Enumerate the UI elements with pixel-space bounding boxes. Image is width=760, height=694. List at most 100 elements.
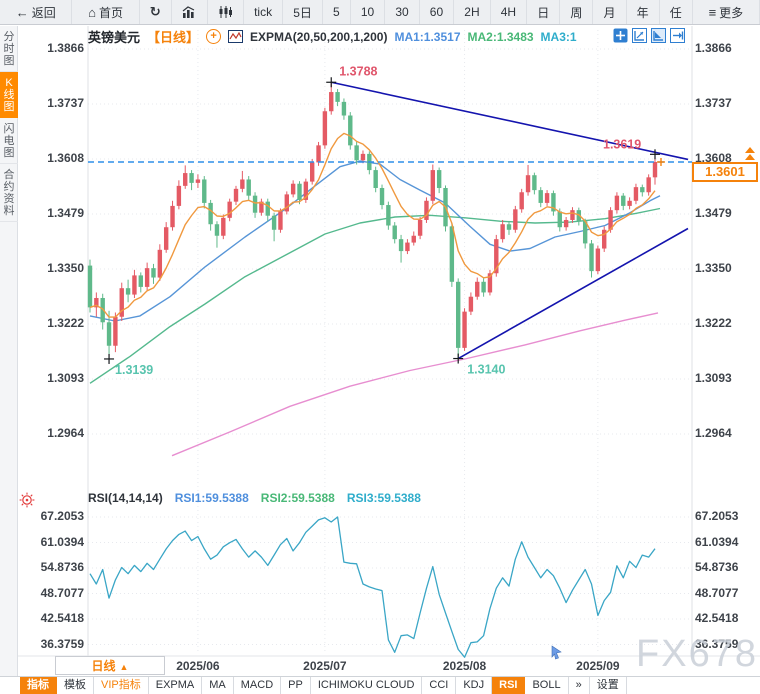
rsi-axis-label-right: 67.2053 <box>695 509 739 523</box>
toolbar-item-bar-chart[interactable] <box>172 0 208 24</box>
bottom-tab-MA[interactable]: MA <box>202 677 234 694</box>
bottom-tab-BOLL[interactable]: BOLL <box>525 677 569 694</box>
toolbar-item-year[interactable]: 年 <box>627 0 660 24</box>
toolbar-item-60[interactable]: 60 <box>420 0 455 24</box>
toolbar-item-month[interactable]: 月 <box>593 0 627 24</box>
rsi3-value: RSI3:59.5388 <box>346 491 421 505</box>
ma2-value: MA2:1.3483 <box>467 29 534 44</box>
price-axis-label-left: 1.3222 <box>47 316 84 330</box>
indicator-settings-icon[interactable] <box>19 492 35 508</box>
bottom-tab-RSI[interactable]: RSI <box>492 677 526 694</box>
price-annotation: 1.3139 <box>115 363 153 377</box>
price-axis-label-left: 1.3350 <box>47 261 84 275</box>
x-axis-scale-icon[interactable] <box>651 28 666 43</box>
indicator-tab-bar: 指标 模板 VIP指标 EXPMA MA MACD PP ICHIMOKU CLOUD CCI K… <box>0 676 760 694</box>
bottom-tab-EXPMA[interactable]: EXPMA <box>149 677 203 694</box>
rsi-axis-label-left: 42.5418 <box>40 611 84 625</box>
toolbar-item-label: 月 <box>603 5 616 20</box>
current-price-badge: 1.3601 <box>692 162 758 182</box>
refresh-icon: ↻ <box>149 4 161 19</box>
price-axis-label-right: 1.3093 <box>695 371 732 385</box>
price-axis-label-left: 1.3608 <box>47 151 84 165</box>
bottom-tab-»[interactable]: » <box>569 677 590 694</box>
crosshair-icon[interactable] <box>613 28 628 43</box>
symbol-name: 英镑美元 <box>88 30 141 45</box>
toolbar-item-5[interactable]: 5 <box>323 0 351 24</box>
bottom-tab-ICHIMOKU CLOUD[interactable]: ICHIMOKU CLOUD <box>311 677 423 694</box>
x-axis-month-label: 2025/08 <box>442 659 487 673</box>
indicator-params: EXPMA(20,50,200,1,200) <box>250 29 388 44</box>
rsi-axis-label-left: 36.3759 <box>40 636 84 651</box>
rsi-axis-label-left: 54.8736 <box>40 560 84 574</box>
chart-tool-icons <box>613 28 685 43</box>
toolbar-item-custom[interactable]: 任 <box>660 0 693 24</box>
y-axis-scale-icon[interactable] <box>632 28 647 43</box>
price-up-arrow-icon <box>745 147 755 161</box>
add-indicator-icon[interactable]: + <box>206 29 222 44</box>
toolbar-item-label: 2H <box>464 5 480 19</box>
jump-to-latest-icon[interactable] <box>670 28 685 43</box>
bottom-tab-KDJ[interactable]: KDJ <box>456 677 493 694</box>
price-axis-label-left: 1.3479 <box>47 206 84 220</box>
price-axis-label-right: 1.3350 <box>695 261 732 275</box>
back-arrow-icon: ← <box>15 4 29 20</box>
price-axis-label-right: 1.3479 <box>695 206 732 220</box>
toolbar-item-4h[interactable]: 4H <box>491 0 528 24</box>
toolbar-item-2h[interactable]: 2H <box>454 0 491 24</box>
toolbar-item-5d[interactable]: 5日 <box>283 0 323 24</box>
x-axis-month-label: 2025/09 <box>576 659 620 673</box>
toolbar-item-home[interactable]: ⌂ 首页 <box>72 0 140 24</box>
toolbar-item-tick[interactable]: tick <box>244 0 284 24</box>
bottom-tab-VIP指标[interactable]: VIP指标 <box>94 677 149 694</box>
toolbar-item-30[interactable]: 30 <box>385 0 420 24</box>
price-axis-label-left: 1.3737 <box>47 96 84 110</box>
period-dropdown-button[interactable]: 日线 ▲ <box>55 656 165 675</box>
bottom-tab-MACD[interactable]: MACD <box>234 677 282 694</box>
toolbar-item-10[interactable]: 10 <box>351 0 386 24</box>
period-dropdown-label: 日线 <box>91 659 116 673</box>
price-annotation: 1.3140 <box>467 363 505 377</box>
sidebar-tab-合约资料[interactable]: 合约资料 <box>0 164 18 222</box>
price-axis-label-right: 1.3608 <box>695 151 732 165</box>
toolbar-item-refresh[interactable]: ↻ <box>140 0 172 24</box>
rsi-axis-label-right: 42.5418 <box>695 611 739 625</box>
rsi-header: RSI(14,14,14) RSI1:59.5388 RSI2:59.5388 … <box>88 491 421 505</box>
toolbar-item-label: 年 <box>636 5 649 20</box>
price-axis-label-left: 1.2964 <box>47 426 84 440</box>
bottom-tab-指标[interactable]: 指标 <box>20 677 57 694</box>
menu-icon: ≡ <box>708 4 717 20</box>
toolbar-item-back[interactable]: ← 返回 <box>0 0 73 24</box>
toolbar-item-label: 60 <box>429 5 444 19</box>
toolbar-item-more[interactable]: ≡ 更多 <box>693 0 760 24</box>
bottom-tab-模板[interactable]: 模板 <box>57 677 94 694</box>
home-icon: ⌂ <box>88 4 96 20</box>
toolbar-item-label: 日 <box>537 5 550 20</box>
rsi-axis-label-left: 61.0394 <box>40 534 84 549</box>
ma3-value: MA3:1 <box>540 29 577 44</box>
toolbar-item-label: 任 <box>669 5 682 20</box>
bottom-tab-PP[interactable]: PP <box>281 677 311 694</box>
toolbar-item-day[interactable]: 日 <box>527 0 561 24</box>
price-axis-label-right: 1.3866 <box>695 41 732 55</box>
bottom-tab-设置[interactable]: 设置 <box>590 677 627 694</box>
bottom-tab-CCI[interactable]: CCI <box>422 677 457 694</box>
toolbar-item-label: 30 <box>395 5 409 19</box>
indicator-icon <box>228 30 244 43</box>
toolbar-item-label: 更多 <box>719 5 744 20</box>
x-axis-month-label: 2025/06 <box>176 659 220 673</box>
sidebar-tab-闪电图[interactable]: 闪电图 <box>0 118 18 164</box>
watermark: FX678 <box>636 633 758 675</box>
toolbar-item-week[interactable]: 周 <box>560 0 594 24</box>
mouse-cursor <box>551 645 562 660</box>
rsi-axis-label-left: 67.2053 <box>40 509 84 523</box>
sidebar-tab-分时图[interactable]: 分时图 <box>0 26 18 72</box>
candlestick-icon <box>219 6 232 18</box>
toolbar-item-label: 首页 <box>99 5 124 20</box>
toolbar-item-label: 10 <box>360 5 375 19</box>
toolbar-item-candlestick[interactable] <box>208 0 245 24</box>
toolbar-item-label: 5 <box>333 5 340 19</box>
x-axis-month-label: 2025/07 <box>303 659 347 673</box>
